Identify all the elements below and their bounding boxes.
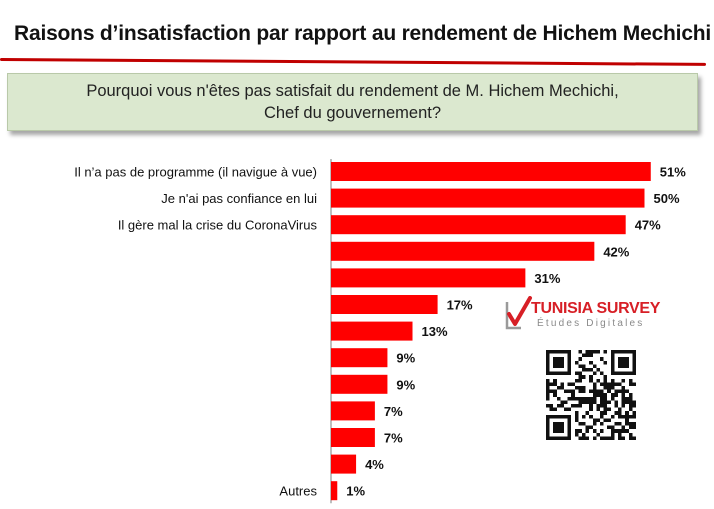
bar-value-label: 42% <box>603 244 629 259</box>
bar-value-label: 50% <box>654 191 680 206</box>
category-label: Il gère mal la crise du CoronaVirus <box>118 218 318 233</box>
bar <box>331 321 413 341</box>
bar <box>331 268 526 288</box>
bar-value-label: 51% <box>660 165 686 180</box>
bar <box>331 374 388 394</box>
bar-value-label: 7% <box>384 431 403 446</box>
bar <box>331 348 388 368</box>
question-line-1: Pourquoi vous n'êtes pas satisfait du re… <box>86 82 619 100</box>
question-box: Pourquoi vous n'êtes pas satisfait du re… <box>7 73 698 131</box>
bar-value-label: 9% <box>396 351 415 366</box>
bar <box>331 401 375 421</box>
bar <box>331 428 375 447</box>
bar <box>331 454 357 474</box>
bar-value-label: 17% <box>447 298 473 313</box>
bar-value-label: 9% <box>396 377 415 392</box>
bar <box>331 241 595 261</box>
bar <box>331 295 438 314</box>
category-label: Autres <box>279 484 317 499</box>
bar-value-label: 13% <box>422 324 448 339</box>
bar <box>331 215 626 235</box>
question-line-2: Chef du gouvernement? <box>263 104 442 122</box>
bar <box>331 188 645 208</box>
bar-value-label: 31% <box>534 271 560 286</box>
page-title: Raisons d’insatisfaction par rapport au … <box>14 22 712 45</box>
bar-value-label: 1% <box>346 484 365 499</box>
tunisia-survey-logo: TUNISIA SURVEY Études Digitales <box>503 294 663 334</box>
bar-value-label: 4% <box>365 457 384 472</box>
bar <box>331 162 651 181</box>
bar <box>331 481 338 501</box>
brand-name: TUNISIA SURVEY <box>531 300 661 317</box>
qr-code-icon[interactable] <box>546 350 636 440</box>
bar-value-label: 7% <box>384 404 403 419</box>
bar-value-label: 47% <box>635 218 661 233</box>
brand-tagline: Études Digitales <box>537 318 645 329</box>
category-label: Il n’a pas de programme (il navigue à vu… <box>74 165 317 180</box>
checkmark-logo-icon <box>505 296 532 330</box>
category-label: Je n'ai pas confiance en lui <box>161 191 317 206</box>
